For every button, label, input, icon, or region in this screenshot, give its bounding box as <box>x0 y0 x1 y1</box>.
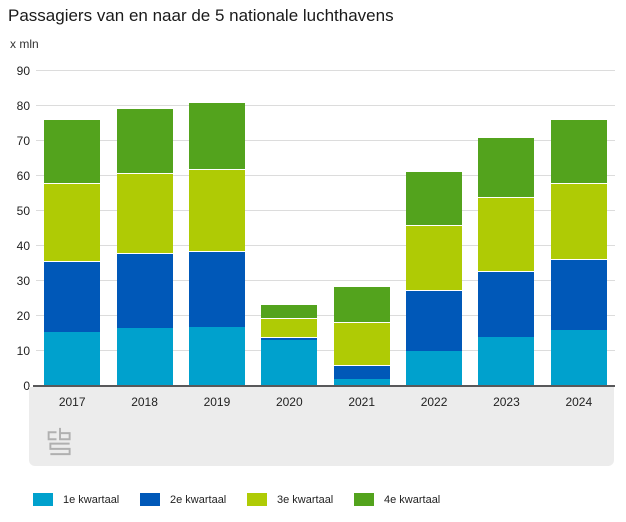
bar-segment-4e-kwartaal[interactable] <box>261 304 318 318</box>
bar-segment-2e-kwartaal[interactable] <box>406 290 463 352</box>
bar-segment-1e-kwartaal[interactable] <box>333 379 390 386</box>
bar-segment-4e-kwartaal[interactable] <box>333 285 390 323</box>
bar-segment-3e-kwartaal[interactable] <box>116 173 173 254</box>
y-tick-label: 20 <box>16 309 30 323</box>
legend-item-2e-kwartaal[interactable]: 2e kwartaal <box>140 493 247 506</box>
legend: 1e kwartaal 2e kwartaal 3e kwartaal 4e kwar… <box>33 493 461 506</box>
plot-area <box>36 52 615 386</box>
bar-segment-1e-kwartaal[interactable] <box>188 326 245 386</box>
y-tick-label: 40 <box>16 239 30 253</box>
gridline <box>36 140 615 141</box>
bar-segment-4e-kwartaal[interactable] <box>188 101 245 170</box>
legend-item-4e-kwartaal[interactable]: 4e kwartaal <box>354 493 461 506</box>
bar-segment-3e-kwartaal[interactable] <box>333 322 390 366</box>
x-tick-label: 2023 <box>493 395 520 409</box>
x-axis-line <box>33 385 615 387</box>
bar-2019[interactable] <box>188 101 245 386</box>
bar-2020[interactable] <box>261 304 318 386</box>
bar-segment-3e-kwartaal[interactable] <box>261 317 318 338</box>
bar-segment-3e-kwartaal[interactable] <box>406 224 463 291</box>
bar-segment-1e-kwartaal[interactable] <box>406 351 463 386</box>
legend-label: 4e kwartaal <box>384 493 441 506</box>
gridline <box>36 175 615 176</box>
gridline <box>36 105 615 106</box>
gridline <box>36 315 615 316</box>
x-tick-label: 2024 <box>565 395 593 409</box>
x-tick-label: 2018 <box>131 395 158 409</box>
bar-2018[interactable] <box>116 108 173 386</box>
gridline <box>36 280 615 281</box>
y-tick-label: 0 <box>23 379 30 393</box>
y-tick-label: 70 <box>16 134 30 148</box>
gridline <box>36 210 615 211</box>
y-tick-label: 60 <box>16 169 30 183</box>
bar-segment-2e-kwartaal[interactable] <box>333 365 390 380</box>
bar-segment-1e-kwartaal[interactable] <box>478 336 535 386</box>
unit-label: x mln <box>10 37 39 51</box>
bar-segment-3e-kwartaal[interactable] <box>44 182 101 262</box>
bar-segment-4e-kwartaal[interactable] <box>406 171 463 225</box>
y-tick-label: 50 <box>16 204 30 218</box>
legend-swatch <box>247 493 267 506</box>
bar-2024[interactable] <box>550 118 607 386</box>
x-tick-label: 2020 <box>275 395 303 409</box>
bar-segment-2e-kwartaal[interactable] <box>188 250 245 327</box>
bar-segment-2e-kwartaal[interactable] <box>478 270 535 337</box>
x-tick-label: 2021 <box>348 395 376 409</box>
legend-swatch <box>354 493 374 506</box>
bar-segment-2e-kwartaal[interactable] <box>116 253 173 328</box>
bar-segment-2e-kwartaal[interactable] <box>550 259 607 331</box>
bar-segment-2e-kwartaal[interactable] <box>44 261 101 333</box>
bar-2021[interactable] <box>333 285 390 386</box>
bar-segment-4e-kwartaal[interactable] <box>44 119 101 183</box>
y-axis: 0 10 20 30 40 50 60 70 80 90 <box>0 52 30 393</box>
bar-segment-1e-kwartaal[interactable] <box>116 327 173 386</box>
legend-label: 1e kwartaal <box>63 493 120 506</box>
legend-swatch <box>140 493 160 506</box>
bar-segment-3e-kwartaal[interactable] <box>550 182 607 260</box>
x-tick-label: 2022 <box>420 395 448 409</box>
bar-segment-4e-kwartaal[interactable] <box>550 118 607 183</box>
x-tick-label: 2019 <box>203 395 231 409</box>
x-tick-label: 2017 <box>58 395 86 409</box>
gridline <box>36 245 615 246</box>
gridline <box>36 350 615 351</box>
bar-segment-4e-kwartaal[interactable] <box>116 108 173 174</box>
legend-item-3e-kwartaal[interactable]: 3e kwartaal <box>247 493 354 506</box>
gridline <box>36 70 615 71</box>
legend-label: 3e kwartaal <box>277 493 334 506</box>
cbs-logo-icon <box>47 427 71 456</box>
bar-segment-3e-kwartaal[interactable] <box>188 169 245 251</box>
bar-segment-3e-kwartaal[interactable] <box>478 197 535 271</box>
y-tick-label: 90 <box>16 64 30 78</box>
legend-label: 2e kwartaal <box>170 493 227 506</box>
y-tick-label: 80 <box>16 99 30 113</box>
bar-segment-2e-kwartaal[interactable] <box>261 337 318 340</box>
y-tick-label: 10 <box>16 344 30 358</box>
legend-item-1e-kwartaal[interactable]: 1e kwartaal <box>33 493 140 506</box>
chart-title: Passagiers van en naar de 5 nationale lu… <box>8 6 394 25</box>
bar-segment-1e-kwartaal[interactable] <box>261 339 318 386</box>
y-tick-label: 30 <box>16 274 30 288</box>
bar-segment-1e-kwartaal[interactable] <box>44 332 101 386</box>
bar-2017[interactable] <box>44 119 101 386</box>
x-axis-footer: 2017 2018 2019 2020 2021 2022 2023 2024 <box>29 387 614 466</box>
bar-segment-1e-kwartaal[interactable] <box>550 330 607 386</box>
bar-segment-4e-kwartaal[interactable] <box>478 136 535 198</box>
legend-swatch <box>33 493 53 506</box>
bar-2022[interactable] <box>406 171 463 386</box>
bar-2023[interactable] <box>478 136 535 386</box>
